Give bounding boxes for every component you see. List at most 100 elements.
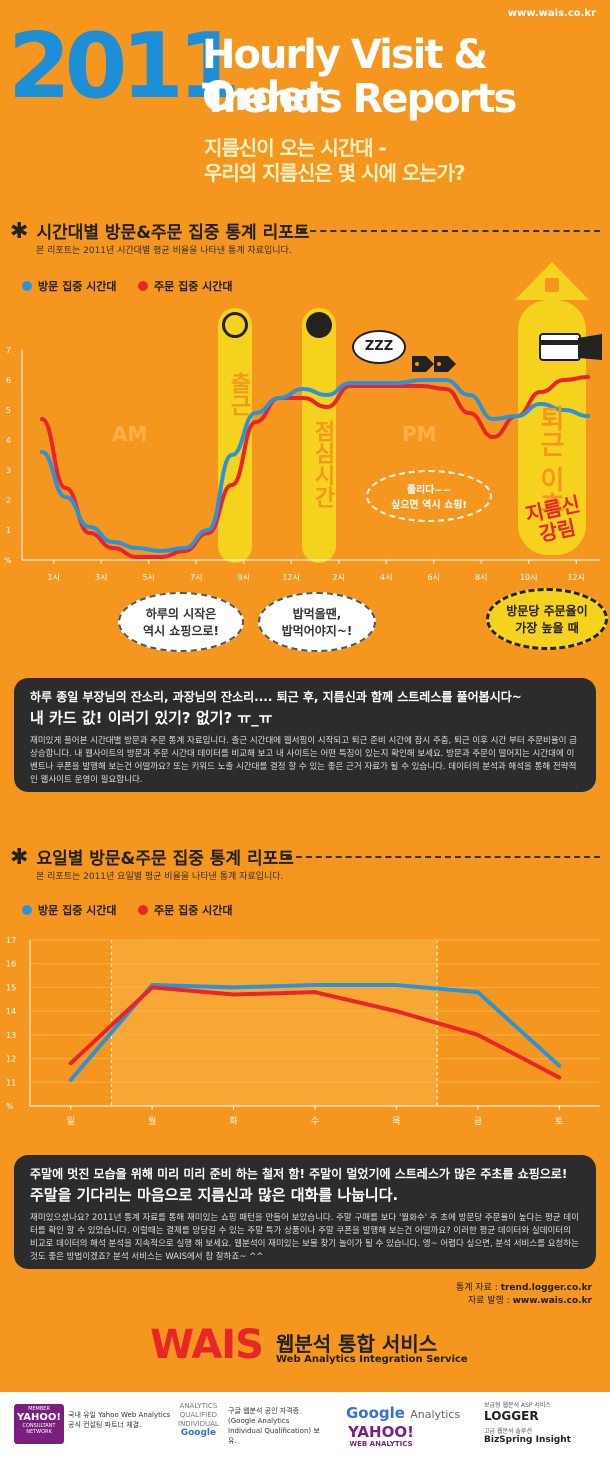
section1-legend-visit: 방문 집중 시간대: [22, 278, 117, 294]
section1-heading-text: 시간대별 방문&주문 집중 통계 리포트: [36, 223, 310, 243]
house-window-icon: [545, 278, 559, 292]
y-tick-label: 14: [6, 1007, 16, 1016]
section1-box-line2: 내 카드 값! 이러기 있기? 없기? ㅠ_ㅠ: [30, 709, 273, 727]
source-stats-url[interactable]: trend.logger.co.kr: [500, 1283, 592, 1293]
gaiq-text: 구글 웹분석 공인 자격증 (Google Analytics Individu…: [228, 1407, 320, 1445]
gaiq-line1: ANALYTICS: [179, 1402, 218, 1410]
ga-analytics-word: Analytics: [410, 1408, 461, 1421]
source-credits: 통계 자료 : trend.logger.co.kr 자료 발행 : www.w…: [456, 1282, 592, 1308]
ywa-logo-word: YAHOO!: [348, 1423, 414, 1441]
bubble-sleepy-line2: 싶으면 역시 쇼핑!: [391, 500, 467, 511]
x-tick-label: 9시: [238, 573, 250, 582]
series-line-visit: [68, 983, 562, 1082]
section1-divider: [300, 230, 600, 232]
asterisk-icon: ✱: [10, 219, 29, 244]
x-tick-label: 12시: [282, 573, 300, 582]
legend-visit-swatch: [22, 905, 32, 915]
x-tick-label: 월: [148, 1115, 156, 1127]
ywa-sub: WEB ANALYTICS: [349, 1440, 413, 1448]
logger-logo: 보급형 웹분석 ASP 서비스 LOGGER: [484, 1400, 551, 1423]
section2-legend-order: 주문 집중 시간대: [138, 902, 233, 918]
logger-word: LOGGER: [484, 1409, 539, 1423]
y-tick-label: 7: [6, 346, 11, 355]
x-tick-label: 1시: [48, 573, 60, 582]
section1-legend-order: 주문 집중 시간대: [138, 278, 233, 294]
site-url[interactable]: www.wais.co.kr: [507, 8, 596, 19]
section2-heading: ✱ 요일별 방문&주문 집중 통계 리포트: [10, 844, 294, 870]
brand-korean: 웹분석 통합 서비스: [276, 1332, 438, 1356]
yahoo-badge-sub: CONSULTANT NETWORK: [22, 1423, 56, 1435]
section2-divider: [286, 856, 600, 858]
insight-word: BizSpring Insight: [484, 1435, 571, 1445]
y-base-label: %: [4, 556, 12, 565]
yahoo-badge-logo: YAHOO!: [17, 1412, 61, 1423]
section2-heading-text: 요일별 방문&주문 집중 통계 리포트: [36, 849, 294, 869]
x-tick-label: 4시: [380, 573, 392, 582]
highlight-band: [111, 940, 438, 1106]
x-tick-label: 2시: [333, 573, 345, 582]
yahoo-badge-top: MEMBER: [28, 1406, 50, 1412]
legend-order-swatch: [138, 281, 148, 291]
pill-lunch: [302, 308, 336, 563]
x-tick-label: 10시: [520, 573, 538, 582]
sad-face-icon: [222, 312, 248, 338]
bubble-peak-line2: 가장 높을 때: [515, 621, 579, 635]
pill-leave-label: 퇴근 이후: [535, 405, 565, 519]
pill-commute-label: 출근: [226, 372, 251, 416]
gaiq-google: Google: [180, 1428, 217, 1438]
bubble-morning-line1: 하루의 시작은: [145, 607, 217, 621]
report-year: 2011: [8, 14, 240, 119]
section2-box-body: 재미있으셨나요? 2011년 통계 자료를 통해 재미있는 쇼핑 패턴을 만들어…: [30, 1213, 579, 1262]
section1-box-line1: 하루 종일 부장님의 잔소리, 과장님의 잔소리.... 퇴근 후, 지름신과 …: [30, 690, 522, 704]
logger-caption: 보급형 웹분석 ASP 서비스: [484, 1402, 551, 1409]
source-publisher-label: 자료 발행 :: [467, 1296, 513, 1306]
section2-box-line1: 주말에 멋진 모습을 위해 미리 미리 준비 하는 철저 함! 주말이 멀었기에…: [30, 1167, 568, 1181]
wais-logo: WAIS: [150, 1322, 264, 1368]
pill-lunch-label: 점심시간: [310, 420, 335, 508]
y-tick-label: 1: [6, 526, 11, 535]
series-line-order: [68, 985, 562, 1080]
x-tick-label: 3시: [95, 573, 107, 582]
ga-google-word: Google: [346, 1404, 405, 1422]
x-tick-label: 7시: [190, 573, 202, 582]
source-publisher-url[interactable]: www.wais.co.kr: [512, 1296, 592, 1306]
series-line-order: [39, 375, 591, 559]
yahoo-web-analytics-logo: YAHOO! WEB ANALYTICS: [348, 1423, 414, 1449]
footer: MEMBER YAHOO! CONSULTANT NETWORK 국내 유일 Y…: [0, 1392, 610, 1457]
x-tick-label: 5시: [143, 573, 155, 582]
bubble-peak: 방문당 주문율이 가장 높을 때: [486, 588, 608, 650]
y-tick-label: 12: [6, 1055, 16, 1064]
y-tick-label: 2: [6, 496, 11, 505]
shopping-tags-icon: [410, 352, 462, 376]
section1-summary-box: 하루 종일 부장님의 잔소리, 과장님의 잔소리.... 퇴근 후, 지름신과 …: [14, 678, 596, 792]
sleep-bubble: ZZZ: [352, 330, 406, 364]
section2-legend-visit: 방문 집중 시간대: [22, 902, 117, 918]
section2-note: 본 리포트는 2011년 요일별 평균 비율을 나타낸 통계 자료입니다.: [36, 872, 284, 882]
gaiq-line3: INDIVIDUAL: [178, 1420, 219, 1428]
section2-summary-box: 주말에 멋진 모습을 위해 미리 미리 준비 하는 철저 함! 주말이 멀었기에…: [14, 1155, 596, 1269]
x-tick-label: 12시: [567, 573, 585, 582]
gaiq-line2: QUALIFIED: [179, 1411, 218, 1419]
section1-box-body: 재미있게 풀어본 시간대별 방문과 주문 통계 자료입니다. 출근 시간대에 웹…: [30, 736, 577, 785]
y-tick-label: 16: [6, 960, 16, 969]
weekday-chart: 11 12 13 14 15 16 17% 일 월 화 수 목 금 토: [6, 936, 600, 1127]
section2-box-line2: 주말을 기다리는 마음으로 지름신과 많은 대화를 나눕니다.: [30, 1186, 399, 1204]
source-stats-label: 통계 자료 :: [455, 1283, 501, 1293]
insight-caption: 고급 웹분석 솔루션: [484, 1428, 532, 1435]
x-tick-label: 목: [392, 1116, 400, 1127]
hourly-chart: 1 2 3 4 5 6 7% 1시 3시 5시 7시 9시 12시 2시 4시 6시 8시 10시 12시: [4, 346, 600, 582]
section1-heading: ✱ 시간대별 방문&주문 집중 통계 리포트: [10, 218, 310, 244]
bubble-sleepy: 졸리다~~ 싶으면 역시 쇼핑!: [366, 470, 492, 522]
legend-order-swatch: [138, 905, 148, 915]
bubble-lunch-line2: 밥먹어야지~!: [281, 624, 353, 638]
brand-english: Web Analytics Integration Service: [276, 1354, 468, 1365]
x-tick-label: 토: [555, 1117, 563, 1127]
google-analytics-logo: Google Analytics: [346, 1404, 460, 1422]
x-tick-label: 6시: [428, 573, 440, 582]
pm-label: PM: [402, 422, 437, 446]
x-tick-label: 수: [311, 1116, 319, 1127]
x-tick-label: 화: [229, 1116, 237, 1127]
insight-logo: 고급 웹분석 솔루션 BizSpring Insight: [484, 1426, 571, 1445]
y-tick-label: 5: [6, 406, 11, 415]
report-subtitle-line1: 지름신이 오는 시간대 -: [204, 136, 387, 160]
